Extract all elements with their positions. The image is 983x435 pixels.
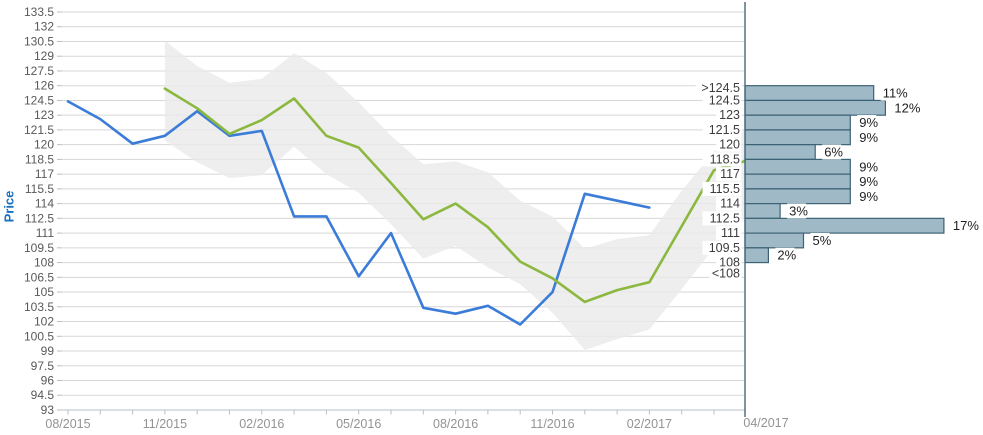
svg-text:112.5: 112.5: [710, 211, 740, 225]
x-axis: 08/2015 11/2015 02/2016 05/2016 08/2016 11/20…: [45, 409, 745, 431]
svg-text:121.5: 121.5: [709, 123, 740, 137]
forecast-date-label: 04/2017: [743, 416, 789, 430]
svg-text:9%: 9%: [859, 174, 878, 189]
svg-text:114: 114: [720, 197, 740, 211]
svg-text:100.5: 100.5: [24, 329, 54, 343]
svg-text:08/2016: 08/2016: [433, 417, 478, 431]
svg-text:94.5: 94.5: [31, 388, 55, 402]
svg-text:>124.5: >124.5: [701, 81, 740, 95]
svg-text:02/2017: 02/2017: [627, 417, 672, 431]
svg-text:11%: 11%: [883, 86, 908, 101]
svg-text:02/2016: 02/2016: [239, 417, 284, 431]
svg-text:130.5: 130.5: [24, 34, 54, 48]
svg-text:3%: 3%: [789, 203, 808, 218]
svg-text:124.5: 124.5: [709, 93, 740, 107]
svg-text:99: 99: [41, 344, 55, 358]
svg-text:129: 129: [34, 49, 54, 63]
svg-text:05/2016: 05/2016: [336, 417, 381, 431]
svg-text:2%: 2%: [777, 248, 796, 263]
svg-text:<108: <108: [712, 266, 740, 280]
y-tick-labels: 133.5132130.5129127.5126124.5123121.5120…: [24, 5, 54, 417]
svg-text:108: 108: [719, 256, 740, 270]
svg-text:12%: 12%: [894, 100, 920, 115]
svg-text:105: 105: [34, 285, 54, 299]
svg-text:93: 93: [41, 403, 55, 417]
svg-text:124.5: 124.5: [24, 93, 54, 107]
svg-text:120: 120: [34, 138, 54, 152]
svg-text:9%: 9%: [859, 115, 878, 130]
forecast-median-line: [163, 87, 746, 304]
svg-text:5%: 5%: [813, 233, 832, 248]
histogram-bars: [744, 85, 945, 264]
svg-text:121.5: 121.5: [24, 123, 54, 137]
svg-text:106.5: 106.5: [24, 270, 54, 284]
svg-text:117: 117: [35, 167, 54, 181]
svg-text:08/2015: 08/2015: [45, 417, 90, 431]
svg-text:108: 108: [34, 256, 54, 270]
y-axis-title: Price: [1, 190, 17, 223]
svg-text:133.5: 133.5: [24, 5, 54, 19]
svg-text:115.5: 115.5: [710, 182, 740, 196]
svg-text:102: 102: [34, 315, 54, 329]
svg-text:11/2016: 11/2016: [530, 417, 574, 431]
svg-text:132: 132: [34, 20, 54, 34]
svg-text:11/2015: 11/2015: [143, 417, 187, 431]
price-history-line: [66, 100, 651, 326]
histogram-pct-labels: 11%12%9%9%6%9%9%9%3%17%5%2%: [775, 85, 979, 263]
svg-text:118.5: 118.5: [25, 152, 54, 166]
svg-text:109.5: 109.5: [709, 241, 740, 255]
svg-text:126: 126: [34, 79, 54, 93]
svg-text:115.5: 115.5: [25, 182, 54, 196]
svg-text:114: 114: [35, 197, 54, 211]
svg-text:117: 117: [720, 167, 740, 181]
svg-text:6%: 6%: [824, 145, 843, 160]
svg-text:118.5: 118.5: [710, 152, 740, 166]
svg-text:123: 123: [719, 108, 740, 122]
svg-text:112.5: 112.5: [25, 211, 54, 225]
svg-text:97.5: 97.5: [31, 359, 55, 373]
svg-text:103.5: 103.5: [24, 300, 54, 314]
svg-text:96: 96: [41, 374, 55, 388]
svg-text:111: 111: [721, 226, 740, 240]
svg-text:9%: 9%: [859, 130, 878, 145]
svg-text:17%: 17%: [953, 218, 979, 233]
svg-text:123: 123: [34, 108, 54, 122]
svg-text:9%: 9%: [859, 159, 878, 174]
svg-text:109.5: 109.5: [24, 241, 54, 255]
svg-text:127.5: 127.5: [24, 64, 54, 78]
svg-text:9%: 9%: [859, 189, 878, 204]
confidence-band: [164, 40, 744, 350]
histogram-bin-labels: >124.5124.5123121.5120118.5117115.511411…: [695, 81, 742, 281]
svg-text:111: 111: [36, 226, 55, 240]
svg-text:120: 120: [719, 138, 740, 152]
